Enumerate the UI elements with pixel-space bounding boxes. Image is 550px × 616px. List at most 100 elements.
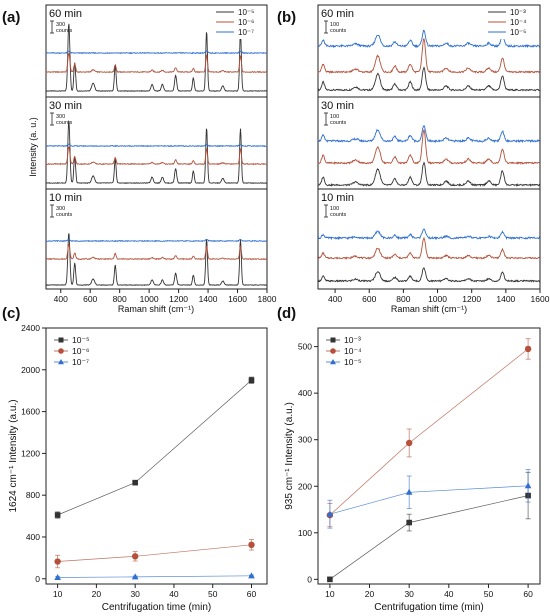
panel-c-ylabel: 1624 cm⁻¹ Intensity (a.u.) <box>8 399 19 512</box>
panel-c-series-2 <box>54 572 255 581</box>
panel-a-trace-60-k5 <box>45 23 268 92</box>
panel-d-ylabel: 935 cm⁻¹ Intensity (a.u.) <box>284 402 295 510</box>
panel-b-xtick-label: 600 <box>362 294 376 304</box>
panel-d-series-line <box>329 495 529 580</box>
panel-c-series-1 <box>54 539 255 569</box>
panel-b-legend-label: 10⁻⁴ <box>510 18 527 27</box>
panel-a-scale-bar-unit: counts <box>56 212 72 218</box>
panel-a-legend-label: 10⁻⁶ <box>238 18 254 27</box>
panel-c-xtick-label: 20 <box>92 589 102 599</box>
panel-d-ytick-label: 100 <box>298 528 312 538</box>
panel-c-point <box>54 574 61 581</box>
panel-b-scale-bar-unit: counts <box>330 212 346 218</box>
panel-d-series-0 <box>327 471 531 583</box>
panel-c-plot-frame <box>45 327 268 585</box>
panel-d-xtick-label: 10 <box>325 589 335 599</box>
panel-c-legend-label: 10⁻⁶ <box>72 346 89 356</box>
panel-d-legend-label: 10⁻⁵ <box>344 357 361 367</box>
panel-a-trace-30-k6 <box>45 146 268 166</box>
panel-a-frame <box>45 4 268 290</box>
panel-b-legend-label: 10⁻³ <box>510 8 526 17</box>
panel-d-ytick-label: 400 <box>298 388 312 398</box>
panel-b-trace-30-k3 <box>317 161 541 187</box>
panel-c-legend-marker <box>58 359 64 365</box>
panel-a-xtick-label: 1200 <box>169 294 188 304</box>
panel-b-xtick-label: 1400 <box>496 294 515 304</box>
panel-a-xtick-label: 600 <box>83 294 97 304</box>
panel-a-xlabel: Raman shift (cm⁻¹) <box>118 304 194 314</box>
panel-d-plot-frame <box>317 327 541 585</box>
panel-c-xtick-label: 40 <box>169 589 179 599</box>
panel-d-ytick-label: 300 <box>298 435 312 445</box>
panel-b-trace-30-k5 <box>317 124 541 144</box>
panel-a-xtick-label: 1800 <box>258 294 277 304</box>
panel-b-trace-10-k4 <box>318 236 540 260</box>
panel-b-xtick-label: 1600 <box>531 294 550 304</box>
panel-d-legend-marker <box>330 337 336 343</box>
panel-c-ytick-label: 2400 <box>21 323 40 333</box>
panel-d-xtick-label: 40 <box>444 589 454 599</box>
panel-b-block-label-30: 30 min <box>321 100 354 112</box>
panel-c-legend-marker <box>58 348 64 354</box>
panel-b-xtick-label: 400 <box>328 294 342 304</box>
panel-a-block-label-30: 30 min <box>49 100 82 112</box>
panel-d-xtick-label: 60 <box>523 589 533 599</box>
panel-d-series-line <box>329 485 529 515</box>
panel-b-scale-bar-value: 100 <box>330 206 339 212</box>
panel-b-trace-10-k3 <box>317 267 541 283</box>
panel-b-scale-bar-unit: counts <box>330 28 346 34</box>
panel-b-xtick-label: 1200 <box>462 294 481 304</box>
panel-b-block-label-60: 60 min <box>321 8 354 20</box>
panel-c-xtick-label: 60 <box>247 589 257 599</box>
panel-c-point <box>248 377 255 384</box>
panel-c-legend-label: 10⁻⁷ <box>72 357 89 367</box>
panel-d-ytick-label: 200 <box>298 481 312 491</box>
panel-c-xtick-label: 30 <box>130 589 140 599</box>
panel-c-xlabel: Centrifugation time (min) <box>102 602 211 613</box>
panel-a-legend-label: 10⁻⁷ <box>238 28 254 37</box>
panel-a-xtick-label: 800 <box>113 294 127 304</box>
panel-c-point <box>131 553 139 560</box>
panel-d-ytick-label: 500 <box>298 342 312 352</box>
panel-d-ytick-label: 0 <box>307 574 312 584</box>
panel-d-xlabel: Centrifugation time (min) <box>374 602 483 613</box>
panel-d-point <box>405 488 413 495</box>
panel-a-block-label-10: 10 min <box>49 192 82 204</box>
panel-d-legend-marker <box>330 348 336 354</box>
panel-c-xtick-label: 50 <box>208 589 218 599</box>
panel-b-xlabel: Raman shift (cm⁻¹) <box>391 304 467 314</box>
panel-a-block-label-60: 60 min <box>49 8 82 20</box>
panel-a-scale-bar-unit: counts <box>56 28 72 34</box>
panel-b-legend-label: 10⁻⁵ <box>510 28 526 37</box>
panel-b-scale-bar-value: 100 <box>330 114 339 120</box>
panel-c-point <box>54 512 61 518</box>
panel-b-xtick-label: 800 <box>396 294 410 304</box>
panel-a-spectra: 60 min 30 min 10 min 300counts300counts3… <box>28 4 277 314</box>
panel-d-label: (d) <box>277 305 296 322</box>
panel-b-xtick-label: 1000 <box>428 294 447 304</box>
panel-a-trace-30-k7 <box>45 143 268 148</box>
panel-c-series-line <box>57 379 252 516</box>
panel-d-series-2 <box>326 469 532 529</box>
panel-c-series-line <box>57 575 252 578</box>
panel-c-ytick-label: 1600 <box>21 407 40 417</box>
panel-c-ytick-label: 1200 <box>21 448 40 458</box>
panel-d-legend-marker <box>330 359 336 365</box>
panel-a-ylabel: Intensity (a. u.) <box>28 117 38 177</box>
panel-d-point <box>327 576 333 583</box>
panel-b-scale-bar-value: 100 <box>330 22 339 28</box>
panel-d-legend-label: 10⁻³ <box>344 335 361 345</box>
panel-a-trace-10-k6 <box>46 243 268 261</box>
panel-c-label: (c) <box>2 305 20 322</box>
panel-c-legend-label: 10⁻⁵ <box>72 335 89 345</box>
panel-d-series-line <box>329 348 529 516</box>
panel-a-xtick-label: 1400 <box>199 294 218 304</box>
panel-d-point <box>524 482 532 489</box>
panel-a-xtick-label: 400 <box>54 294 68 304</box>
panel-c-point <box>248 572 255 579</box>
panel-c-xtick-label: 10 <box>53 589 63 599</box>
